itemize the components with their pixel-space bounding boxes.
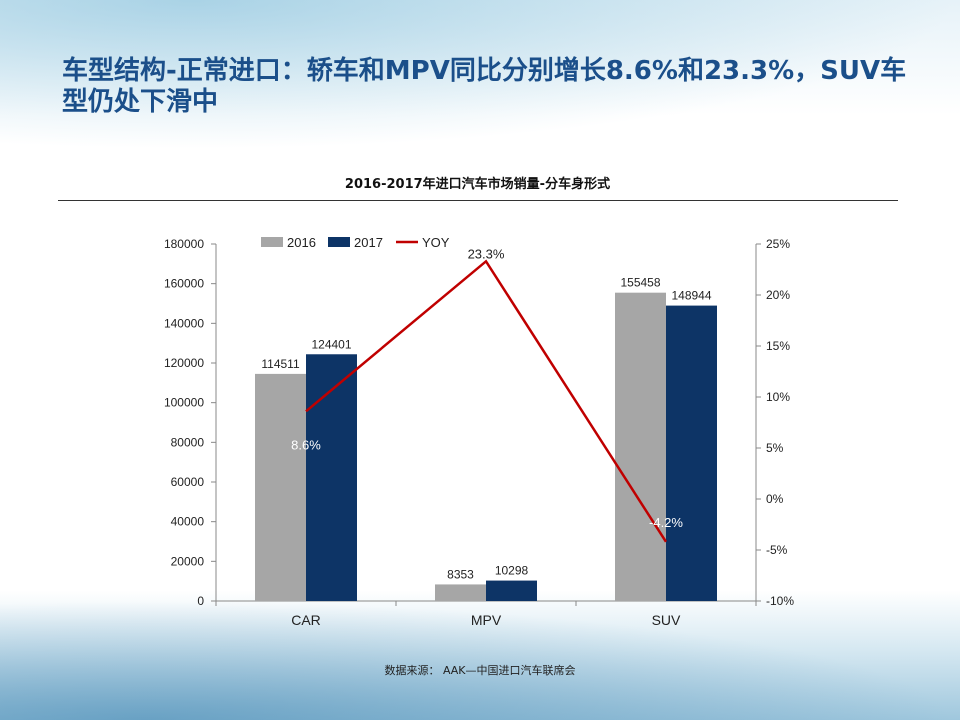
- bar-2017-SUV: [666, 305, 717, 601]
- x-tick-label: MPV: [471, 612, 502, 628]
- legend-swatch-2017: [328, 237, 350, 247]
- bar-2016-SUV: [615, 292, 666, 601]
- bar-2017-CAR: [306, 354, 357, 601]
- yoy-data-label: -4.2%: [649, 515, 683, 530]
- y-tick-label: 0: [197, 594, 204, 608]
- yoy-data-label: 8.6%: [291, 437, 321, 452]
- y-tick-label: 100000: [164, 396, 204, 410]
- y-tick-label: 40000: [171, 515, 205, 529]
- y2-tick-label: 20%: [766, 288, 790, 302]
- y-tick-label: 80000: [171, 435, 205, 449]
- chart-title-rule: [58, 200, 898, 201]
- yoy-line: [305, 259, 668, 543]
- data-label: 148944: [671, 289, 711, 303]
- slide-title: 车型结构-正常进口：轿车和MPV同比分别增长8.6%和23.3%，SUV车型仍处…: [62, 56, 907, 117]
- bar-2016-CAR: [255, 373, 306, 601]
- bar-2016-MPV: [435, 584, 486, 601]
- x-tick-label: SUV: [652, 612, 681, 628]
- data-label: 114511: [261, 357, 300, 371]
- y-tick-label: 180000: [164, 237, 204, 251]
- data-source-note: 数据来源： AAK—中国进口汽车联席会: [384, 664, 576, 677]
- data-label: 155458: [620, 276, 660, 290]
- data-label: 10298: [495, 564, 529, 578]
- data-label: 8353: [447, 567, 474, 581]
- background-glow-bottom: [0, 600, 960, 720]
- y2-tick-label: -5%: [766, 543, 788, 557]
- y-tick-label: 20000: [171, 554, 205, 568]
- y-tick-label: 160000: [164, 277, 204, 291]
- y2-tick-label: 15%: [766, 339, 790, 353]
- bar-2017-MPV: [486, 580, 537, 601]
- x-tick-label: CAR: [291, 612, 321, 628]
- data-label: 124401: [311, 337, 351, 351]
- y2-tick-label: 10%: [766, 390, 790, 404]
- y2-tick-label: 5%: [766, 441, 784, 455]
- y2-tick-label: -10%: [766, 594, 794, 608]
- y-tick-label: 140000: [164, 316, 204, 330]
- legend-label-2016: 2016: [287, 235, 316, 250]
- background-glow-top: [0, 0, 960, 150]
- chart-title: 2016-2017年进口汽车市场销量-分车身形式: [344, 177, 611, 192]
- legend-label-yoy: YOY: [422, 235, 450, 250]
- legend-label-2017: 2017: [354, 235, 383, 250]
- yoy-data-label: 23.3%: [468, 246, 505, 261]
- legend-swatch-2016: [261, 237, 283, 247]
- y-tick-label: 120000: [164, 356, 204, 370]
- y2-tick-label: 0%: [766, 492, 784, 506]
- y2-tick-label: 25%: [766, 237, 790, 251]
- y-tick-label: 60000: [171, 475, 205, 489]
